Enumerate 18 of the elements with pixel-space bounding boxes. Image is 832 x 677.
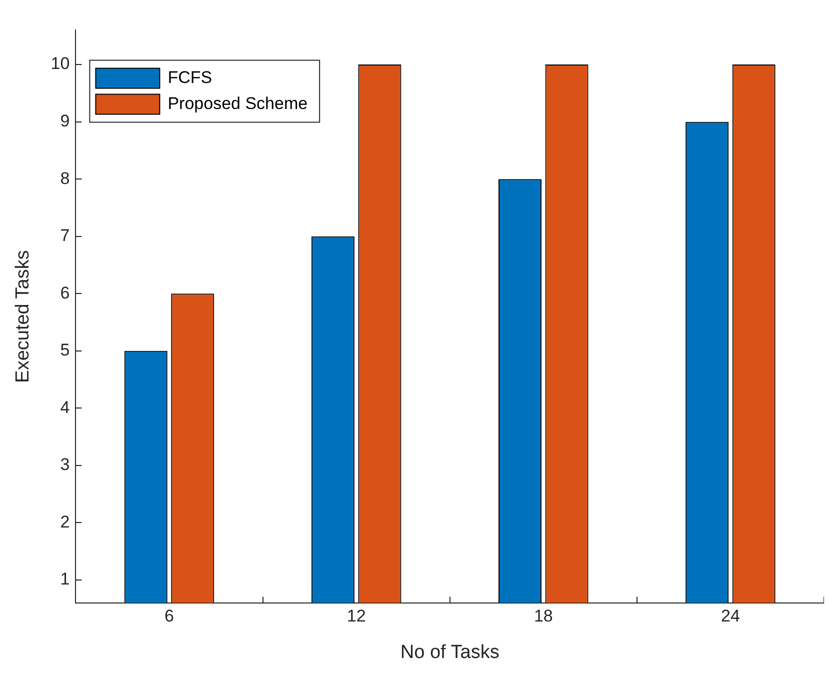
- y-axis-title: Executed Tasks: [12, 250, 34, 383]
- y-tick-label: 6: [60, 283, 70, 302]
- y-tick-label: 7: [60, 226, 70, 246]
- y-tick-label: 8: [60, 168, 70, 188]
- y-tick-label: 2: [60, 512, 70, 532]
- x-tick-label: 24: [721, 606, 740, 626]
- legend-label: FCFS: [168, 68, 212, 87]
- x-axis-title: No of Tasks: [400, 642, 500, 663]
- y-tick-label: 3: [60, 455, 70, 474]
- legend-label: Proposed Scheme: [168, 94, 308, 113]
- x-tick-label: 6: [164, 606, 174, 626]
- y-tick-label: 10: [50, 54, 70, 74]
- y-tick-label: 5: [60, 340, 70, 360]
- y-tick-label: 9: [60, 112, 70, 131]
- x-tick-label: 18: [534, 606, 553, 626]
- y-tick-label: 4: [60, 398, 70, 417]
- y-tick-label: 1: [60, 570, 70, 589]
- x-tick-label: 12: [346, 606, 366, 626]
